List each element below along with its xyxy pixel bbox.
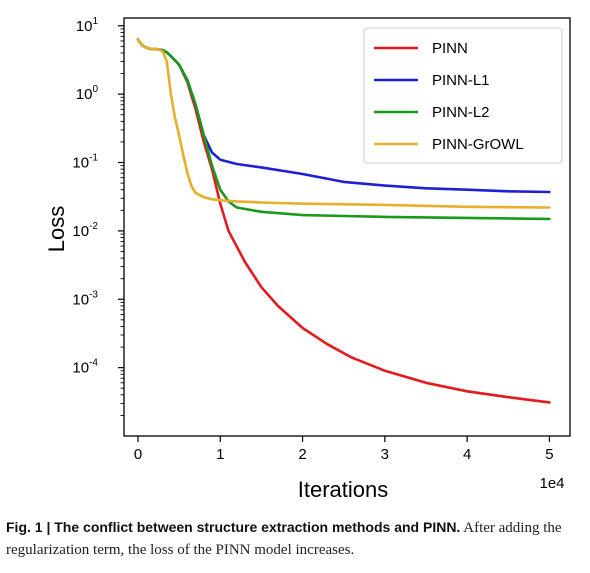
x-axis: 0 1 2 3 4 5 <box>134 436 554 463</box>
y-tick-label: 10-3 <box>72 289 98 308</box>
legend-box <box>363 27 563 164</box>
x-tick-label: 0 <box>134 446 142 463</box>
legend-label-pinn: PINN <box>432 40 468 57</box>
y-tick-label: 10-2 <box>72 221 98 240</box>
legend-label-pinn-l2: PINN-L2 <box>432 104 490 121</box>
plot-content <box>136 38 551 404</box>
legend-label-pinn-growl: PINN-GrOWL <box>432 136 524 153</box>
y-tick-label: 10-1 <box>72 153 98 172</box>
x-tick-label: 5 <box>545 446 553 463</box>
x-tick-label: 3 <box>381 446 389 463</box>
legend-label-pinn-l1: PINN-L1 <box>432 72 490 89</box>
series-line-pinn-growl <box>136 38 551 209</box>
caption-label: Fig. 1 | The conflict between structure … <box>6 519 461 535</box>
x-tick-label: 1 <box>216 446 224 463</box>
y-axis: 101 100 10-1 10-2 10-3 10-4 <box>72 16 124 416</box>
x-multiplier-label: 1e4 <box>539 475 564 492</box>
legend: PINN PINN-L1 PINN-L2 PINN-GrOWL <box>363 27 563 164</box>
loss-chart: 0 1 2 3 4 5 101 100 10-1 10-2 10-3 10-4 1e4 Iterat… <box>44 16 571 502</box>
y-tick-label: 100 <box>76 84 99 103</box>
y-tick-label: 101 <box>76 16 99 35</box>
y-axis-title: Loss <box>44 206 69 252</box>
x-axis-title: Iterations <box>298 477 389 502</box>
y-tick-label: 10-4 <box>72 358 98 377</box>
plot-frame <box>123 17 571 437</box>
caption-text: After adding the regularization term, th… <box>6 520 562 558</box>
figure-caption: Fig. 1 | The conflict between structure … <box>6 516 584 561</box>
x-tick-label: 2 <box>298 446 306 463</box>
x-tick-label: 4 <box>463 446 471 463</box>
